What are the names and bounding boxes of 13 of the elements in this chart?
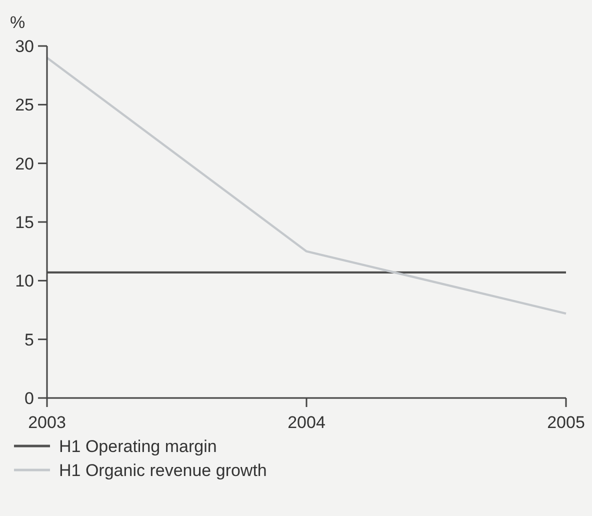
x-tick-label: 2003	[28, 413, 66, 432]
y-tick-label: 20	[15, 154, 34, 174]
y-tick-label: 30	[15, 36, 34, 56]
x-tick-label: 2004	[288, 413, 326, 432]
y-tick-label: 25	[15, 96, 34, 115]
y-tick-label: 5	[24, 330, 34, 350]
y-tick-label: 10	[15, 272, 34, 291]
legend-label: H1 Operating margin	[59, 436, 217, 456]
y-tick-label: 0	[24, 388, 34, 408]
x-tick-label: 2005	[547, 413, 585, 432]
y-tick-label: 15	[15, 212, 34, 232]
legend-label: H1 Organic revenue growth	[59, 460, 267, 480]
y-axis-title: %	[10, 13, 26, 32]
